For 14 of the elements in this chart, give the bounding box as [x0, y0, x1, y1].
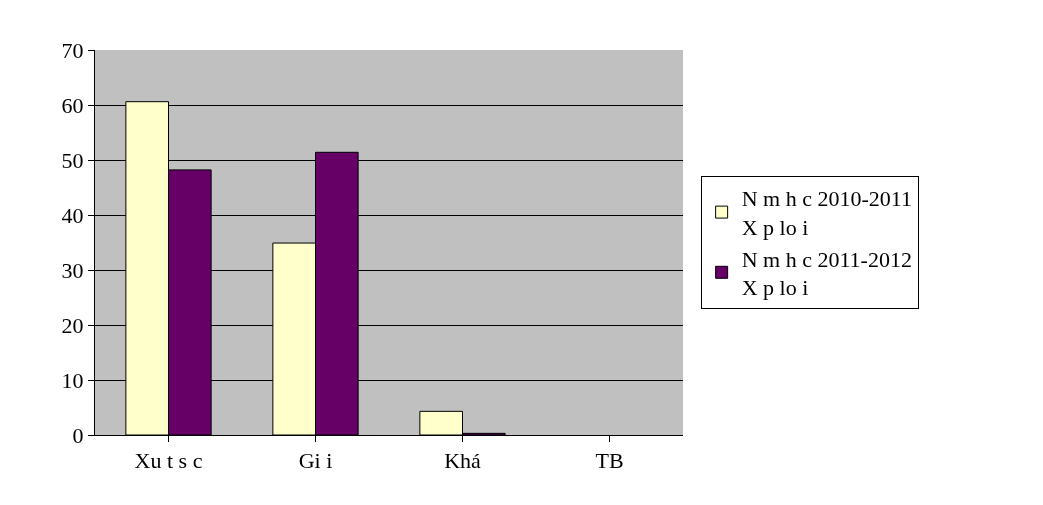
y-tick-label: 10 [61, 367, 84, 393]
y-tick-label: 40 [61, 202, 84, 228]
y-tick-label: 30 [61, 257, 84, 283]
y-tick-label: 20 [61, 312, 84, 338]
y-tick-label: 60 [61, 92, 84, 118]
y-tick-label: 50 [61, 147, 84, 173]
legend-label: N m h c 2010-2011 X p lo i [741, 186, 912, 240]
x-tick-label: Xu t s c [134, 448, 203, 474]
y-tick-label: 70 [61, 37, 84, 63]
x-tick-label: Khá [444, 448, 482, 474]
legend-label: N m h c 2011-2012 X p lo i [741, 246, 912, 301]
y-tick-label: 0 [72, 422, 84, 448]
x-tick-label: TB [595, 448, 624, 474]
x-tick-label: Gi i [298, 448, 333, 474]
